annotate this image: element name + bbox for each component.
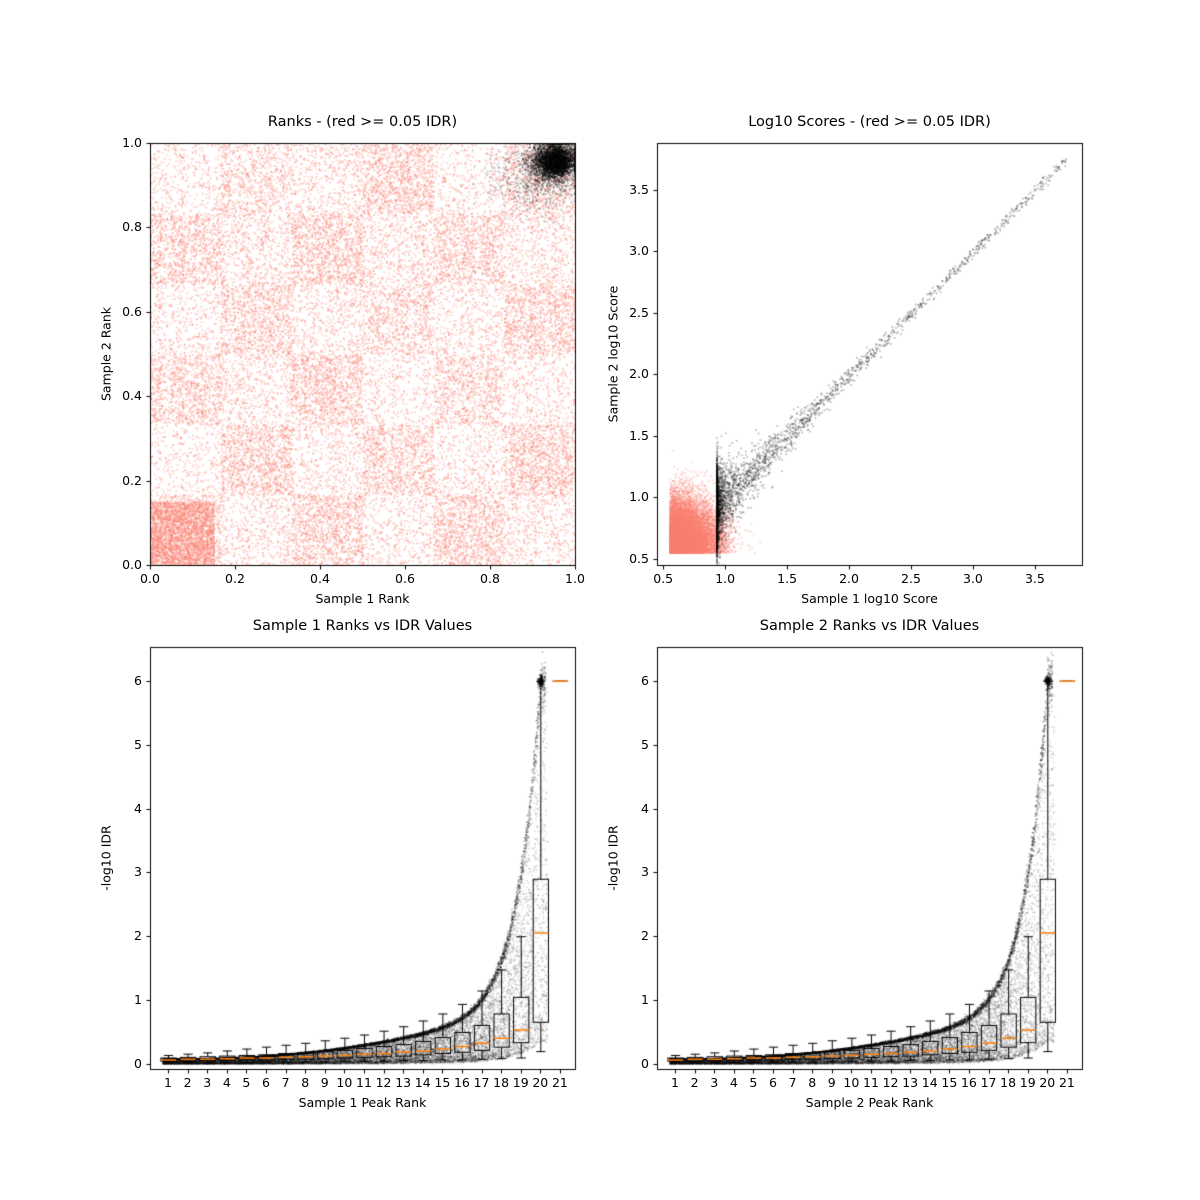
x-tick-label: 1.5 <box>777 571 798 586</box>
x-tick-label: 2.5 <box>901 571 921 586</box>
x-axis-label-sample1-log10-score: Sample 1 log10 Score <box>801 591 938 606</box>
plot-title-ranks: Ranks - (red >= 0.05 IDR) <box>267 114 458 130</box>
x-tick-label: 6 <box>262 1075 270 1090</box>
x-tick-label: 14 <box>414 1075 431 1090</box>
x-tick-label: 20 <box>1039 1075 1056 1090</box>
y-tick-label: 1.5 <box>629 427 649 443</box>
y-tick-label: 6 <box>641 672 649 688</box>
y-axis-label-neglog10-idr-2: -log10 IDR <box>605 825 621 891</box>
x-tick-label: 3 <box>203 1075 212 1090</box>
y-tick-label: 6 <box>134 672 142 688</box>
x-tick-label: 21 <box>1058 1075 1075 1090</box>
x-tick-label: 16 <box>453 1075 470 1090</box>
x-tick-label: 5 <box>242 1075 251 1090</box>
x-tick-label: 3 <box>710 1075 719 1090</box>
x-tick-label: 0.5 <box>653 571 674 586</box>
x-tick-label: 4 <box>222 1075 231 1090</box>
y-tick-label: 5 <box>134 736 142 752</box>
x-tick-label: 0.2 <box>225 571 245 586</box>
x-tick-label: 12 <box>882 1075 899 1090</box>
y-tick-label: 3 <box>641 864 649 880</box>
y-tick-label: 0.5 <box>629 550 649 566</box>
x-tick-label: 1.0 <box>715 571 736 586</box>
x-tick-label: 0.6 <box>395 571 415 586</box>
y-axis-label-sample2-rank: Sample 2 Rank <box>98 306 114 402</box>
y-tick-label: 1 <box>134 992 142 1008</box>
x-tick-label: 21 <box>551 1075 568 1090</box>
x-tick-label: 0.0 <box>140 571 160 586</box>
y-tick-label: 0.0 <box>122 557 142 572</box>
x-tick-label: 15 <box>941 1075 958 1090</box>
x-tick-label: 6 <box>769 1075 777 1090</box>
x-tick-label: 12 <box>375 1075 392 1090</box>
x-tick-label: 1.0 <box>565 571 585 586</box>
x-tick-label: 3.0 <box>963 571 983 586</box>
ranks-scatter-canvas <box>142 135 583 573</box>
y-tick-label: 4 <box>641 800 649 816</box>
x-tick-label: 7 <box>788 1075 797 1090</box>
y-tick-label: 0.4 <box>122 388 142 404</box>
x-tick-label: 10 <box>336 1075 353 1090</box>
x-tick-label: 9 <box>320 1075 329 1090</box>
log10-scores-scatter-canvas <box>649 135 1090 573</box>
x-tick-label: 9 <box>827 1075 836 1090</box>
plot-title-sample2-idr: Sample 2 Ranks vs IDR Values <box>759 618 980 634</box>
y-tick-label: 3 <box>134 864 142 880</box>
x-axis-label-sample2-peak-rank: Sample 2 Peak Rank <box>805 1095 934 1110</box>
y-tick-label: 0.2 <box>122 472 142 488</box>
sample1-rank-vs-idr-canvas <box>142 639 583 1077</box>
x-tick-label: 11 <box>356 1075 372 1090</box>
x-tick-label: 15 <box>434 1075 451 1090</box>
x-tick-label: 2 <box>183 1075 192 1090</box>
x-tick-label: 1 <box>164 1075 172 1090</box>
x-tick-label: 4 <box>729 1075 738 1090</box>
y-tick-label: 0 <box>641 1055 649 1071</box>
x-tick-label: 2.0 <box>839 571 859 586</box>
x-tick-label: 5 <box>749 1075 758 1090</box>
x-tick-label: 20 <box>532 1075 549 1090</box>
x-tick-label: 17 <box>473 1075 490 1090</box>
y-tick-label: 2 <box>134 928 142 944</box>
y-tick-label: 3.0 <box>629 243 649 259</box>
x-tick-label: 13 <box>395 1075 412 1090</box>
y-tick-label: 1 <box>641 992 649 1008</box>
y-tick-label: 2.0 <box>629 366 649 382</box>
x-axis-label-sample1-rank: Sample 1 Rank <box>315 591 410 606</box>
y-tick-label: 1.0 <box>629 489 649 505</box>
plot-title-log10-scores: Log10 Scores - (red >= 0.05 IDR) <box>748 114 991 130</box>
x-tick-label: 18 <box>1000 1075 1017 1090</box>
y-tick-label: 4 <box>134 800 142 816</box>
x-tick-label: 14 <box>921 1075 938 1090</box>
x-tick-label: 7 <box>281 1075 290 1090</box>
y-tick-label: 2.5 <box>629 304 649 320</box>
x-tick-label: 18 <box>493 1075 510 1090</box>
y-tick-label: 3.5 <box>629 181 649 197</box>
x-tick-label: 17 <box>980 1075 997 1090</box>
x-tick-label: 19 <box>512 1075 529 1090</box>
sample2-rank-vs-idr-canvas <box>649 639 1090 1077</box>
x-tick-label: 16 <box>960 1075 977 1090</box>
x-tick-label: 8 <box>808 1075 817 1090</box>
x-tick-label: 8 <box>301 1075 310 1090</box>
x-tick-label: 13 <box>902 1075 919 1090</box>
x-tick-label: 10 <box>843 1075 860 1090</box>
y-tick-label: 2 <box>641 928 649 944</box>
x-tick-label: 19 <box>1019 1075 1036 1090</box>
y-tick-label: 1.0 <box>122 135 142 150</box>
x-tick-label: 0.4 <box>310 571 330 586</box>
plot-title-sample1-idr: Sample 1 Ranks vs IDR Values <box>252 618 473 634</box>
x-tick-label: 2 <box>690 1075 699 1090</box>
x-tick-label: 1 <box>671 1075 679 1090</box>
y-tick-label: 0 <box>134 1055 142 1071</box>
x-tick-label: 11 <box>863 1075 879 1090</box>
y-tick-label: 0.8 <box>122 219 142 235</box>
x-tick-label: 3.5 <box>1024 571 1045 586</box>
y-tick-label: 5 <box>641 736 649 752</box>
y-axis-label-neglog10-idr-1: -log10 IDR <box>98 825 114 891</box>
y-tick-label: 0.6 <box>122 303 142 319</box>
x-axis-label-sample1-peak-rank: Sample 1 Peak Rank <box>298 1095 427 1110</box>
x-tick-label: 0.8 <box>480 571 500 586</box>
